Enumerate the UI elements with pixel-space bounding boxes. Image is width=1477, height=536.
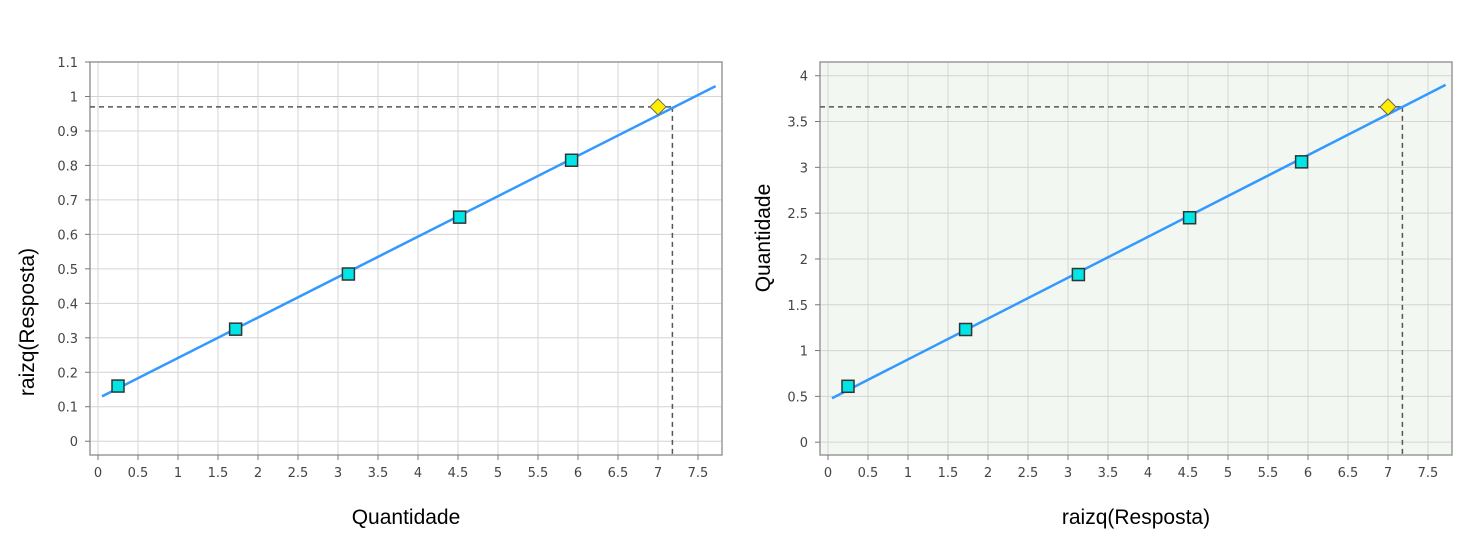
y-tick-label: 0.6 [57, 228, 78, 243]
y-tick-label: 0.3 [57, 332, 78, 347]
fit-line [101, 85, 717, 398]
x-tick-label: 7.5 [688, 466, 709, 481]
x-tick-label: 4.5 [1178, 466, 1199, 481]
calibration-point [1294, 155, 1309, 169]
x-tick-label: 0.5 [858, 466, 879, 481]
chart-2: 0 0.5 1 1.5 2 2.5 3 3.5 4 4.5 5 5.5 6 6.5 7 7.5 0 0.5 1 1.5… [752, 61, 1453, 529]
x-tick-label: 7.5 [1418, 466, 1439, 481]
calibration-point [564, 153, 579, 167]
y-tick-label: 0.8 [57, 159, 78, 174]
calibration-point [841, 379, 855, 394]
x-tick-label: 4 [1144, 466, 1152, 481]
y-tick-label: 2.5 [787, 207, 808, 222]
y-tick-label: 1 [70, 90, 78, 105]
y-tick-label: 1.5 [787, 299, 808, 314]
x-tick-label: 2.5 [288, 466, 309, 481]
y-tick-label: 1.1 [57, 56, 78, 71]
fit-line [831, 83, 1447, 400]
x-tick-label: 1 [904, 466, 912, 481]
x-tick-label: 6 [1304, 466, 1312, 481]
x-tick-label: 4.5 [448, 466, 469, 481]
x-tick-label: 2.5 [1018, 466, 1039, 481]
y-axis-title: raizq(Resposta) [16, 248, 39, 396]
x-tick-label: 2 [984, 466, 992, 481]
y-tick-label: 3 [800, 161, 808, 176]
x-axis-title: raizq(Resposta) [1062, 506, 1210, 529]
calibration-point [452, 210, 467, 224]
x-tick-label: 5.5 [1258, 466, 1279, 481]
x-tick-label: 5.5 [528, 466, 549, 481]
x-tick-label: 3.5 [1098, 466, 1119, 481]
unknown-point [649, 98, 667, 116]
calibration-point [1071, 267, 1086, 282]
x-tick-label: 1 [174, 466, 182, 481]
y-tick-label: 0.2 [57, 366, 78, 381]
chart-1: 0 0.5 1 1.5 2 2.5 3 3.5 4 4.5 5 5.5 6 6.5 7 7.5 0 0.1 0.2 0… [16, 56, 723, 529]
x-tick-label: 0 [824, 466, 832, 481]
plot-area [90, 62, 722, 455]
x-tick-label: 4 [414, 466, 422, 481]
calibration-point [228, 322, 243, 336]
x-tick-label: 6.5 [608, 466, 629, 481]
y-tick-label: 0 [70, 435, 78, 450]
y-tick-label: 0.5 [57, 263, 78, 278]
y-axis-title: Quantidade [752, 184, 775, 293]
calibration-point [341, 267, 356, 281]
x-tick-label: 6 [574, 466, 582, 481]
y-tick-label: 0.1 [57, 401, 78, 416]
y-tick-label: 0.9 [57, 125, 78, 140]
x-tick-label: 1.5 [208, 466, 229, 481]
y-tick-label: 4 [800, 70, 808, 85]
x-tick-label: 5 [1224, 466, 1232, 481]
unknown-point [1379, 98, 1397, 116]
y-tick-label: 0.7 [57, 194, 78, 209]
x-tick-label: 5 [494, 466, 502, 481]
plot-border [89, 61, 723, 456]
calibration-point [1182, 210, 1197, 225]
x-tick-label: 6.5 [1338, 466, 1359, 481]
x-tick-label: 2 [254, 466, 262, 481]
x-axis-title: Quantidade [352, 506, 461, 529]
y-tick-label: 0.5 [787, 390, 808, 405]
calibration-point [958, 322, 973, 337]
x-tick-label: 1.5 [938, 466, 959, 481]
x-tick-label: 7 [1384, 466, 1392, 481]
x-tick-label: 0.5 [128, 466, 149, 481]
x-tick-label: 3 [334, 466, 342, 481]
x-tick-label: 0 [94, 466, 102, 481]
x-tick-label: 7 [654, 466, 662, 481]
y-tick-label: 0.4 [57, 297, 78, 312]
y-tick-label: 0 [800, 436, 808, 451]
x-tick-label: 3 [1064, 466, 1072, 481]
calibration-point [111, 379, 125, 393]
y-tick-label: 2 [800, 253, 808, 268]
y-tick-label: 3.5 [787, 116, 808, 131]
x-tick-label: 3.5 [368, 466, 389, 481]
y-tick-label: 1 [800, 345, 808, 360]
